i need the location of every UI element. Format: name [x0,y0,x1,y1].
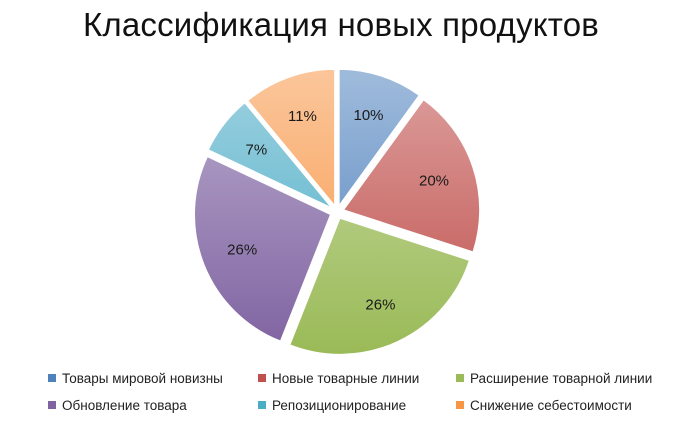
legend-label: Обновление товара [62,397,187,413]
legend-swatch-icon [456,374,464,382]
legend-swatch-icon [48,374,56,382]
slice-label-4: 26% [227,242,257,259]
pie-slice-2 [342,99,481,253]
pie-slice-1 [338,68,420,207]
pie-slice-4 [194,156,332,342]
slice-label-2: 20% [419,172,449,189]
legend-swatch-icon [258,374,266,382]
slice-label-5: 7% [246,141,268,158]
legend-label: Репозиционирование [272,397,407,413]
legend-label: Новые товарные линии [272,370,420,386]
legend-item-2: Новые товарные линии [258,369,419,387]
legend-swatch-icon [258,401,266,409]
pie-labels: 10% 20% 26% 26% 7% 11% [227,107,449,313]
legend-item-4: Обновление товара [48,396,187,414]
legend-item-6: Снижение себестоимости [456,396,632,414]
pie-slice-3 [289,217,470,355]
legend-swatch-icon [48,401,56,409]
legend-item-3: Расширение товарной линии [456,369,652,387]
chart-title: Классификация новых продуктов [82,6,600,43]
legend-item-1: Товары мировой новизны [48,369,223,387]
pie-slice-5 [207,102,332,209]
legend-label: Расширение товарной линии [470,370,653,386]
legend-swatch-icon [456,401,464,409]
pie-slices [194,68,481,355]
legend-label: Товары мировой новизны [62,370,223,386]
legend-label: Снижение себестоимости [470,397,632,413]
pie-slice-6 [247,68,336,207]
slice-label-6: 11% [288,108,317,125]
slice-label-3: 26% [365,296,395,313]
slice-label-1: 10% [354,107,384,124]
legend-item-5: Репозиционирование [258,396,406,414]
